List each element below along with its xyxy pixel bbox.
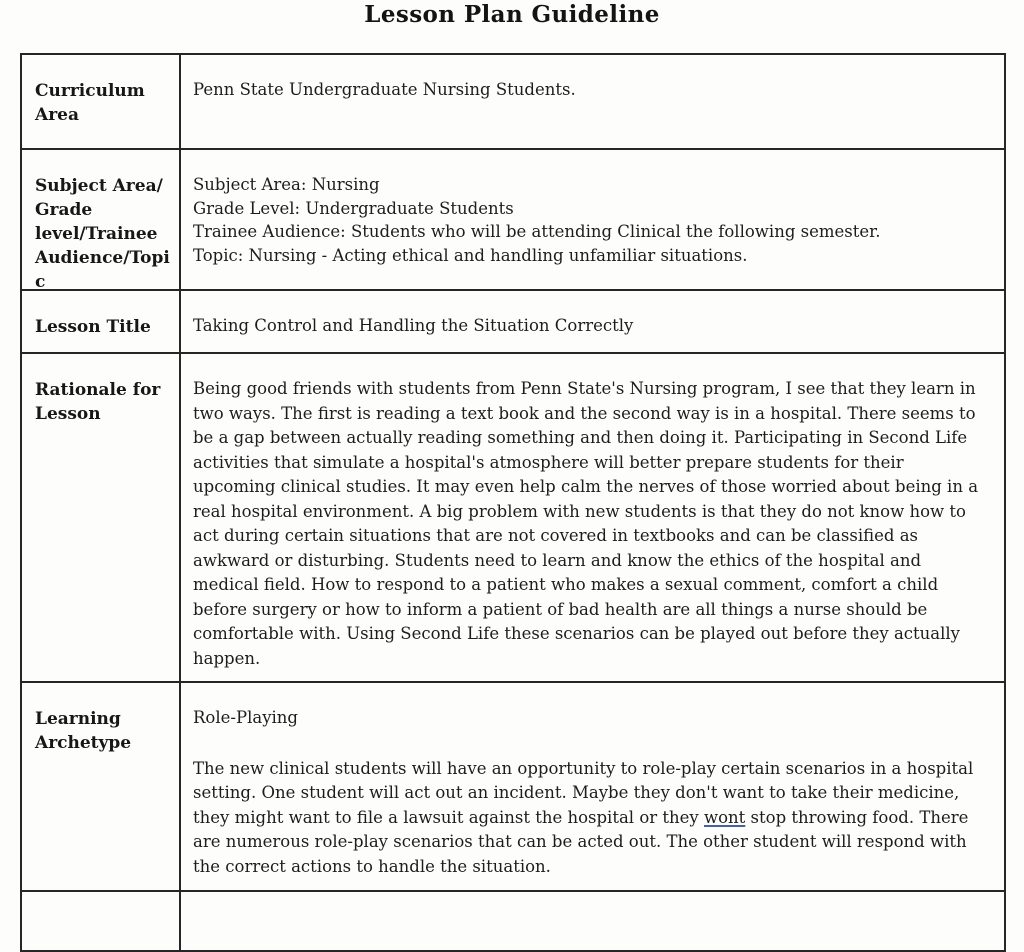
row-content-partial [181, 892, 1004, 950]
archetype-text-before: The new clinical students will have an o… [193, 758, 974, 827]
row-content-learning-archetype: Role-Playing The new clinical students w… [181, 683, 1004, 890]
table-row-curriculum-area: Curriculum Area Penn State Undergraduate… [22, 55, 1004, 148]
rationale-paragraph: Being good friends with students from Pe… [193, 379, 979, 668]
archetype-paragraph: The new clinical students will have an o… [193, 757, 988, 880]
archetype-text-after: stop throwing food. There are numerous r… [193, 807, 969, 876]
row-content-lesson-title: Taking Control and Handling the Situatio… [193, 316, 634, 335]
spellcheck-underlined-word: wont [703, 807, 746, 827]
lesson-plan-table: Curriculum Area Penn State Undergraduate… [20, 53, 1006, 952]
table-row-lesson-title: Lesson Title Taking Control and Handling… [22, 289, 1004, 352]
row-content-subject-area: Subject Area: Nursing Grade Level: Under… [193, 175, 881, 265]
table-row-subject-area: Subject Area/ Grade level/Trainee Audien… [22, 148, 1004, 289]
row-label-curriculum-area: Curriculum Area [22, 55, 181, 148]
row-content-rationale: Being good friends with students from Pe… [181, 354, 1004, 681]
table-row-rationale: Rationale for Lesson Being good friends … [22, 352, 1004, 681]
table-row-learning-archetype: Learning Archetype Role-Playing The new … [22, 681, 1004, 890]
table-row-partial-bottom [22, 890, 1004, 950]
row-label-subject-area: Subject Area/ Grade level/Trainee Audien… [22, 150, 181, 289]
row-label-rationale: Rationale for Lesson [22, 354, 181, 681]
row-label-partial [22, 892, 181, 950]
page-title: Lesson Plan Guideline [364, 1, 660, 28]
row-content-curriculum-area: Penn State Undergraduate Nursing Student… [193, 80, 576, 99]
row-label-learning-archetype: Learning Archetype [22, 683, 181, 890]
row-label-lesson-title: Lesson Title [22, 291, 181, 352]
archetype-intro: Role-Playing [193, 708, 298, 727]
